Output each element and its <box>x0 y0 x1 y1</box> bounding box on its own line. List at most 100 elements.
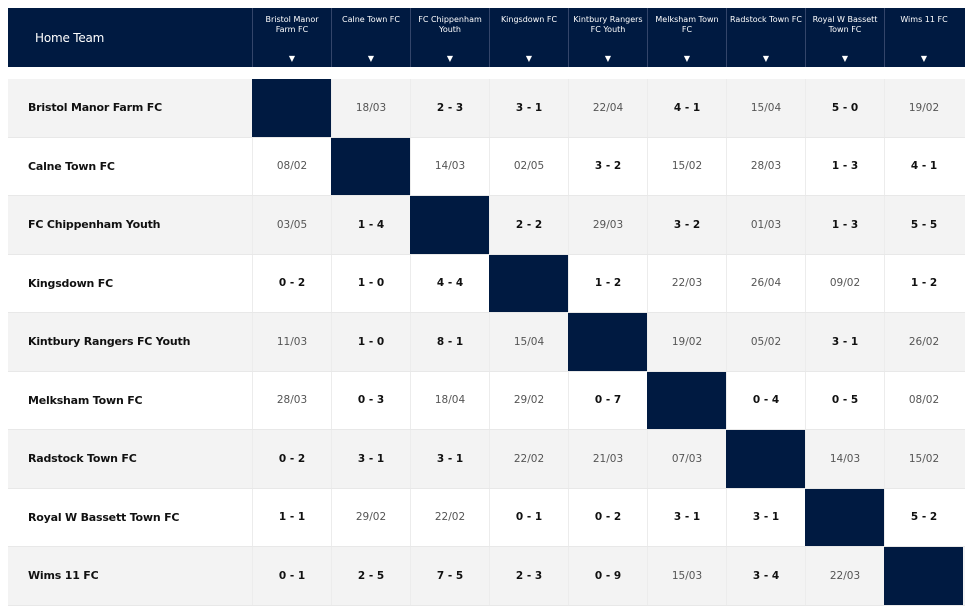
column-header[interactable]: Royal W Bassett Town FC ▼ <box>805 8 884 67</box>
result-score[interactable]: 0 - 5 <box>805 371 884 429</box>
sort-arrow-icon[interactable]: ▼ <box>525 54 533 63</box>
fixture-date: 22/02 <box>489 430 568 488</box>
sort-arrow-icon[interactable]: ▼ <box>762 54 770 63</box>
fixture-date: 07/03 <box>647 430 726 488</box>
fixture-date: 14/03 <box>410 137 489 195</box>
fixture-date: 03/05 <box>252 196 331 254</box>
fixture-date: 15/04 <box>489 313 568 371</box>
column-header[interactable]: Wims 11 FC ▼ <box>884 8 963 67</box>
result-score[interactable]: 0 - 2 <box>252 430 331 488</box>
result-score[interactable]: 1 - 0 <box>331 254 410 312</box>
column-header[interactable]: Kingsdown FC ▼ <box>489 8 568 67</box>
result-score[interactable]: 5 - 0 <box>805 79 884 137</box>
result-score[interactable]: 1 - 2 <box>568 254 647 312</box>
column-header-label: Royal W Bassett Town FC <box>812 15 878 34</box>
column-header-label: Melksham Town FC <box>655 15 719 34</box>
result-score[interactable]: 3 - 2 <box>568 137 647 195</box>
self-match-cell <box>726 430 805 488</box>
result-score[interactable]: 5 - 2 <box>884 488 963 546</box>
sort-arrow-icon[interactable]: ▼ <box>446 54 454 63</box>
result-score[interactable]: 0 - 2 <box>252 254 331 312</box>
result-score[interactable]: 3 - 1 <box>331 430 410 488</box>
result-score[interactable]: 3 - 1 <box>647 488 726 546</box>
sort-arrow-icon[interactable]: ▼ <box>841 54 849 63</box>
result-score[interactable]: 8 - 1 <box>410 313 489 371</box>
result-score[interactable]: 4 - 1 <box>884 137 963 195</box>
column-header[interactable]: Bristol Manor Farm FC ▼ <box>252 8 331 67</box>
column-header[interactable]: Kintbury Rangers FC Youth ▼ <box>568 8 647 67</box>
fixture-date: 22/04 <box>568 79 647 137</box>
home-team-name[interactable]: Bristol Manor Farm FC <box>28 101 162 115</box>
fixture-date: 15/02 <box>647 137 726 195</box>
result-score[interactable]: 0 - 2 <box>568 488 647 546</box>
table-row: Calne Town FC 08/02 14/03 02/05 3 - 2 15/02 28… <box>8 137 965 196</box>
sort-arrow-icon[interactable]: ▼ <box>288 54 296 63</box>
result-score[interactable]: 2 - 5 <box>331 547 410 605</box>
table-header: Home Team Bristol Manor Farm FC ▼ Calne T… <box>8 8 965 67</box>
result-score[interactable]: 7 - 5 <box>410 547 489 605</box>
fixture-date: 18/03 <box>331 79 410 137</box>
home-team-name[interactable]: Calne Town FC <box>28 159 115 173</box>
result-score[interactable]: 1 - 4 <box>331 196 410 254</box>
home-team-name[interactable]: Radstock Town FC <box>28 452 137 466</box>
self-match-cell <box>331 137 410 195</box>
fixture-date: 22/03 <box>805 547 884 605</box>
fixture-date: 29/03 <box>568 196 647 254</box>
fixture-date: 26/02 <box>884 313 963 371</box>
fixture-date: 22/02 <box>410 488 489 546</box>
result-score[interactable]: 0 - 4 <box>726 371 805 429</box>
result-score[interactable]: 3 - 1 <box>805 313 884 371</box>
result-score[interactable]: 3 - 4 <box>726 547 805 605</box>
sort-arrow-icon[interactable]: ▼ <box>920 54 928 63</box>
column-header[interactable]: Melksham Town FC ▼ <box>647 8 726 67</box>
sort-arrow-icon[interactable]: ▼ <box>604 54 612 63</box>
home-team-name[interactable]: Kingsdown FC <box>28 276 113 290</box>
fixture-date: 28/03 <box>252 371 331 429</box>
result-score[interactable]: 4 - 4 <box>410 254 489 312</box>
result-score[interactable]: 0 - 9 <box>568 547 647 605</box>
results-grid: Home Team Bristol Manor Farm FC ▼ Calne T… <box>8 8 965 606</box>
sort-arrow-icon[interactable]: ▼ <box>367 54 375 63</box>
result-score[interactable]: 2 - 3 <box>489 547 568 605</box>
home-team-name[interactable]: FC Chippenham Youth <box>28 218 161 232</box>
result-score[interactable]: 1 - 3 <box>805 137 884 195</box>
result-score[interactable]: 0 - 1 <box>489 488 568 546</box>
result-score[interactable]: 0 - 3 <box>331 371 410 429</box>
column-header[interactable]: FC Chippenham Youth ▼ <box>410 8 489 67</box>
result-score[interactable]: 3 - 2 <box>647 196 726 254</box>
home-team-name[interactable]: Kintbury Rangers FC Youth <box>28 335 191 349</box>
column-header-label: Bristol Manor Farm FC <box>265 15 319 34</box>
result-score[interactable]: 3 - 1 <box>489 79 568 137</box>
result-score[interactable]: 2 - 2 <box>489 196 568 254</box>
home-team-name[interactable]: Melksham Town FC <box>28 393 143 407</box>
fixture-date: 26/04 <box>726 254 805 312</box>
result-score[interactable]: 0 - 7 <box>568 371 647 429</box>
fixture-date: 15/04 <box>726 79 805 137</box>
result-score[interactable]: 1 - 0 <box>331 313 410 371</box>
column-header[interactable]: Calne Town FC ▼ <box>331 8 410 67</box>
home-team-name[interactable]: Royal W Bassett Town FC <box>28 510 180 524</box>
fixture-date: 21/03 <box>568 430 647 488</box>
fixture-date: 19/02 <box>884 79 963 137</box>
home-team-name[interactable]: Wims 11 FC <box>28 569 99 583</box>
fixture-date: 18/04 <box>410 371 489 429</box>
result-score[interactable]: 2 - 3 <box>410 79 489 137</box>
self-match-cell <box>410 196 489 254</box>
result-score[interactable]: 3 - 1 <box>726 488 805 546</box>
result-score[interactable]: 1 - 3 <box>805 196 884 254</box>
result-score[interactable]: 5 - 5 <box>884 196 963 254</box>
column-header[interactable]: Radstock Town FC ▼ <box>726 8 805 67</box>
result-score[interactable]: 1 - 2 <box>884 254 963 312</box>
fixture-date: 19/02 <box>647 313 726 371</box>
result-score[interactable]: 3 - 1 <box>410 430 489 488</box>
column-header-label: FC Chippenham Youth <box>418 15 482 34</box>
fixture-date: 08/02 <box>884 371 963 429</box>
result-score[interactable]: 4 - 1 <box>647 79 726 137</box>
sort-arrow-icon[interactable]: ▼ <box>683 54 691 63</box>
result-score[interactable]: 0 - 1 <box>252 547 331 605</box>
result-score[interactable]: 1 - 1 <box>252 488 331 546</box>
